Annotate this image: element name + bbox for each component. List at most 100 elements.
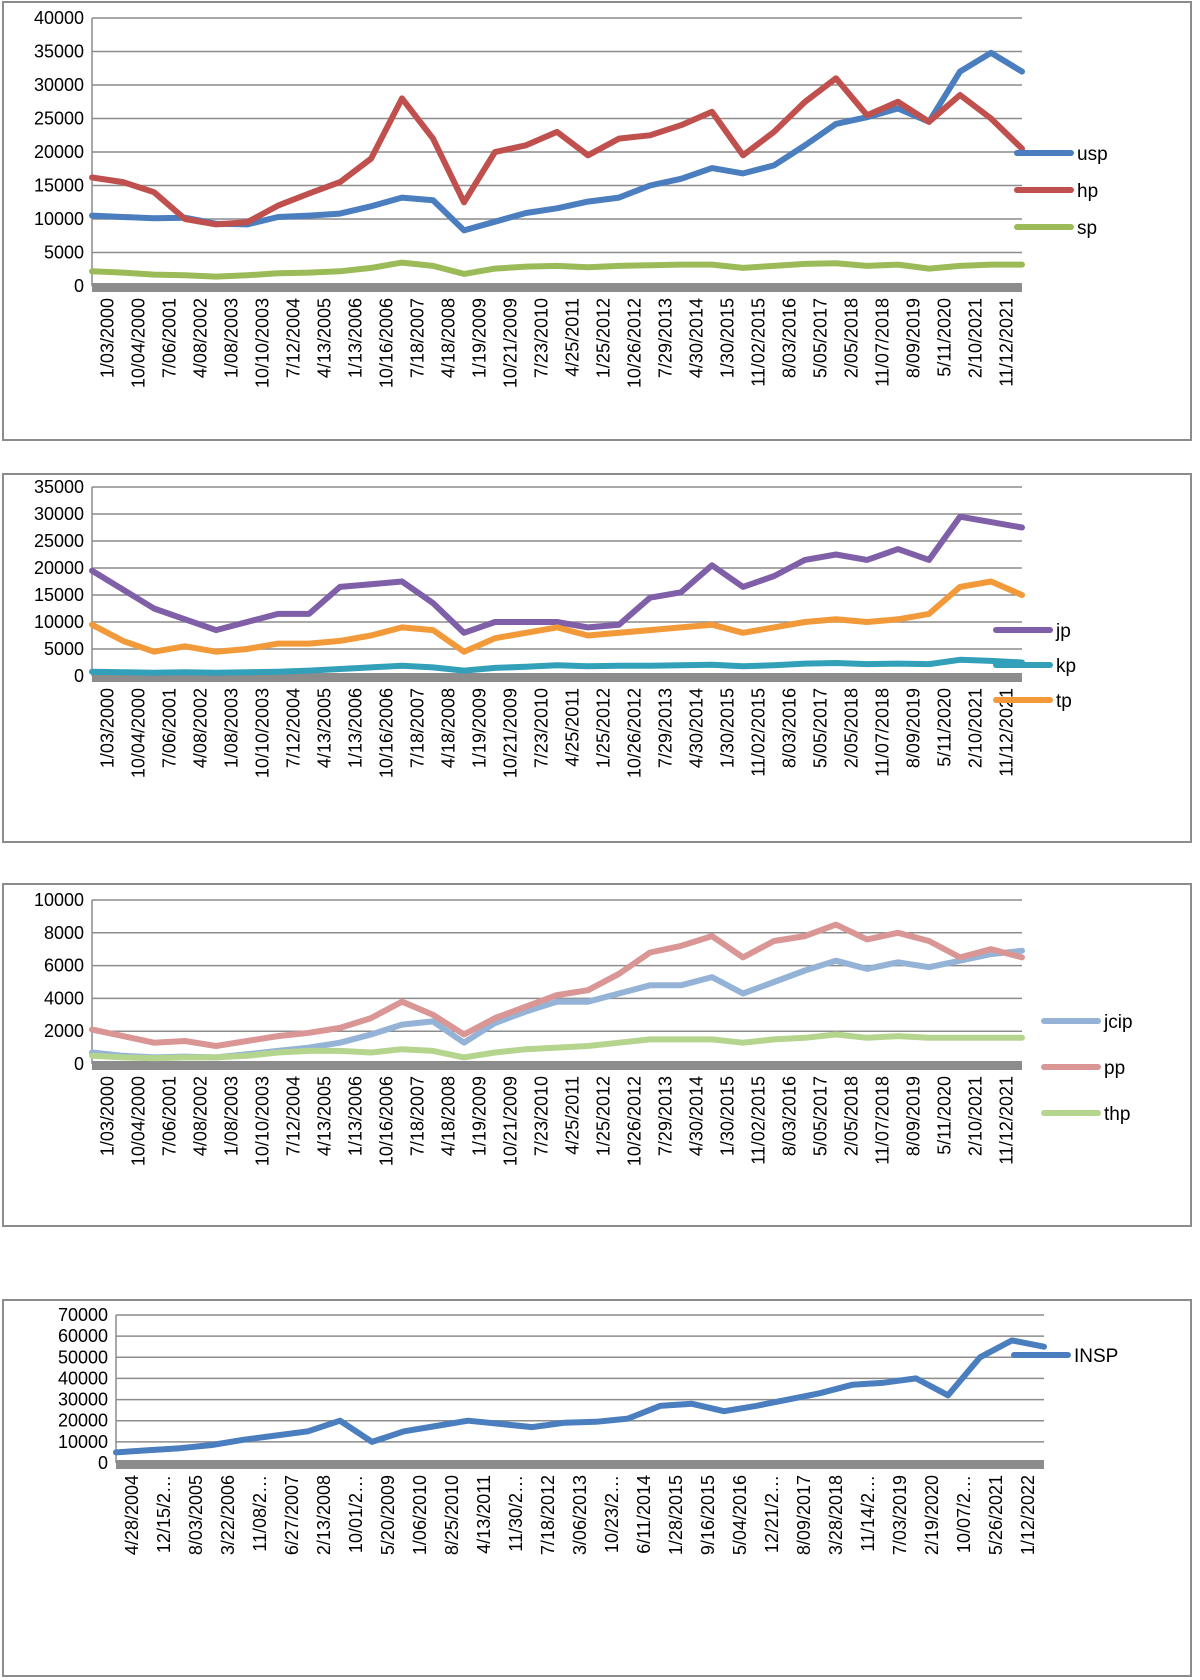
y-tick-label: 15000 — [34, 176, 84, 196]
y-tick-label: 0 — [74, 276, 84, 296]
x-tick-label: 4/13/2005 — [315, 1076, 335, 1156]
series-group — [89, 513, 1025, 676]
y-tick-label: 30000 — [34, 504, 84, 524]
x-tick-label: 4/25/2011 — [563, 688, 583, 767]
x-tick-label: 10/16/2006 — [377, 1076, 397, 1166]
legend-label-jp: jp — [1055, 621, 1071, 642]
x-tick-label: 10/26/2012 — [625, 1076, 645, 1166]
x-tick-label: 2/05/2018 — [842, 298, 862, 378]
y-tick-label: 6000 — [44, 956, 84, 976]
x-tick-label: 1/19/2009 — [470, 688, 490, 768]
y-axis: 0 5000 10000 15000 20000 25000 30000 35000 40000 — [34, 8, 93, 296]
x-axis-band — [92, 283, 1022, 292]
x-tick-label: 1/25/2012 — [594, 298, 614, 378]
x-tick-label: 11/30/2… — [506, 1475, 526, 1552]
x-tick-label: 5/05/2017 — [811, 1076, 831, 1156]
x-tick-label: 10/26/2012 — [625, 688, 645, 778]
x-tick-label: 4/18/2008 — [439, 1076, 459, 1156]
x-tick-label: 3/28/2018 — [826, 1475, 846, 1555]
x-tick-label: 3/06/2013 — [570, 1475, 590, 1555]
x-tick-label: 2/05/2018 — [842, 1076, 862, 1156]
y-tick-label: 4000 — [44, 988, 84, 1008]
x-tick-label: 7/29/2013 — [656, 688, 676, 768]
x-tick-label: 12/21/2… — [762, 1475, 782, 1553]
x-tick-label: 1/03/2000 — [98, 688, 118, 768]
series-line-thp — [89, 1031, 1025, 1062]
x-tick-label: 7/18/2007 — [408, 298, 428, 378]
x-tick-label: 11/02/2015 — [749, 298, 769, 387]
x-tick-label: 7/12/2004 — [284, 688, 304, 768]
x-tick-label: 1/19/2009 — [470, 1076, 490, 1156]
x-tick-label: 7/29/2013 — [656, 298, 676, 378]
x-tick-label: 7/18/2007 — [408, 1076, 428, 1156]
x-tick-label: 4/28/2004 — [122, 1475, 142, 1555]
y-tick-label: 60000 — [58, 1326, 108, 1346]
y-tick-label: 35000 — [34, 42, 84, 62]
x-tick-label: 3/22/2006 — [218, 1475, 238, 1555]
legend-label-jcip: jcip — [1103, 1012, 1133, 1033]
y-tick-label: 0 — [74, 1054, 84, 1074]
x-tick-label: 1/03/2000 — [98, 1076, 118, 1156]
x-tick-label: 7/06/2001 — [160, 298, 180, 378]
x-tick-label: 5/04/2016 — [730, 1475, 750, 1555]
y-tick-label: 40000 — [58, 1368, 108, 1388]
x-tick-label: 1/08/2003 — [222, 1076, 242, 1156]
legend-label-usp: usp — [1077, 144, 1108, 165]
x-tick-label: 8/09/2019 — [904, 688, 924, 768]
x-tick-label: 2/10/2021 — [966, 298, 986, 378]
y-tick-label: 10000 — [58, 1432, 108, 1452]
x-tick-label: 4/08/2002 — [191, 688, 211, 768]
x-tick-label: 7/23/2010 — [532, 688, 552, 768]
x-tick-label: 10/16/2006 — [377, 298, 397, 388]
x-tick-label: 11/07/2018 — [873, 1076, 893, 1165]
x-tick-label: 7/12/2004 — [284, 1076, 304, 1156]
x-tick-label: 7/06/2001 — [160, 688, 180, 768]
chart-1: 0 5000 10000 15000 20000 25000 30000 35000 40000… — [2, 1, 1192, 441]
y-tick-label: 10000 — [34, 209, 84, 229]
x-tick-label: 5/20/2009 — [378, 1475, 398, 1555]
x-axis: 4/28/2004 12/15/2… 8/03/2005 3/22/2006 11/08… — [116, 1460, 1044, 1555]
y-tick-label: 70000 — [58, 1305, 108, 1325]
y-tick-label: 20000 — [58, 1411, 108, 1431]
legend-label-tp: tp — [1056, 691, 1072, 712]
y-tick-label: 40000 — [34, 8, 84, 28]
x-tick-label: 4/25/2011 — [563, 298, 583, 377]
chart-4-plot: 0100002000030000400005000060000700004/28… — [58, 1305, 1118, 1555]
x-tick-label: 4/18/2008 — [439, 688, 459, 768]
x-tick-label: 11/02/2015 — [749, 688, 769, 777]
legend-label-INSP: INSP — [1074, 1346, 1118, 1367]
x-tick-label: 10/21/2009 — [501, 688, 521, 778]
x-tick-label: 11/08/2… — [250, 1475, 270, 1552]
x-tick-label: 10/04/2000 — [129, 688, 149, 778]
x-tick-label: 8/09/2017 — [794, 1475, 814, 1555]
x-tick-label: 10/10/2003 — [253, 298, 273, 388]
x-tick-label: 12/15/2… — [154, 1475, 174, 1553]
x-axis: 1/03/2000 10/04/2000 7/06/2001 4/08/2002 1/0… — [92, 673, 1022, 778]
x-tick-label: 11/12/2021 — [997, 298, 1017, 387]
x-tick-label: 11/12/2021 — [997, 1076, 1017, 1165]
x-tick-label: 5/05/2017 — [811, 688, 831, 768]
x-tick-label: 10/07/2… — [954, 1475, 974, 1553]
x-tick-label: 7/06/2001 — [160, 1076, 180, 1156]
legend-label-sp: sp — [1077, 218, 1097, 239]
x-tick-label: 11/12/2021 — [997, 688, 1017, 777]
x-tick-label: 8/03/2005 — [186, 1475, 206, 1555]
x-tick-label: 1/13/2006 — [346, 298, 366, 378]
x-tick-label: 1/06/2010 — [410, 1475, 430, 1555]
chart-4: 0 10000 20000 30000 40000 50000 60000 70000 4/28… — [2, 1299, 1192, 1677]
x-tick-label: 8/09/2019 — [904, 1076, 924, 1156]
legend-label-pp: pp — [1104, 1058, 1125, 1079]
series-group — [89, 921, 1025, 1062]
x-tick-label: 7/23/2010 — [532, 1076, 552, 1156]
x-tick-label: 1/25/2012 — [594, 688, 614, 768]
x-tick-label: 1/08/2003 — [222, 688, 242, 768]
x-tick-label: 5/11/2020 — [935, 688, 955, 767]
x-tick-label: 7/23/2010 — [532, 298, 552, 378]
x-tick-label: 4/08/2002 — [191, 1076, 211, 1156]
legend-label-hp: hp — [1077, 181, 1098, 202]
x-tick-label: 11/07/2018 — [873, 298, 893, 387]
x-tick-label: 8/03/2016 — [780, 1076, 800, 1156]
x-tick-label: 8/25/2010 — [442, 1475, 462, 1555]
x-tick-label: 10/23/2… — [602, 1475, 622, 1553]
